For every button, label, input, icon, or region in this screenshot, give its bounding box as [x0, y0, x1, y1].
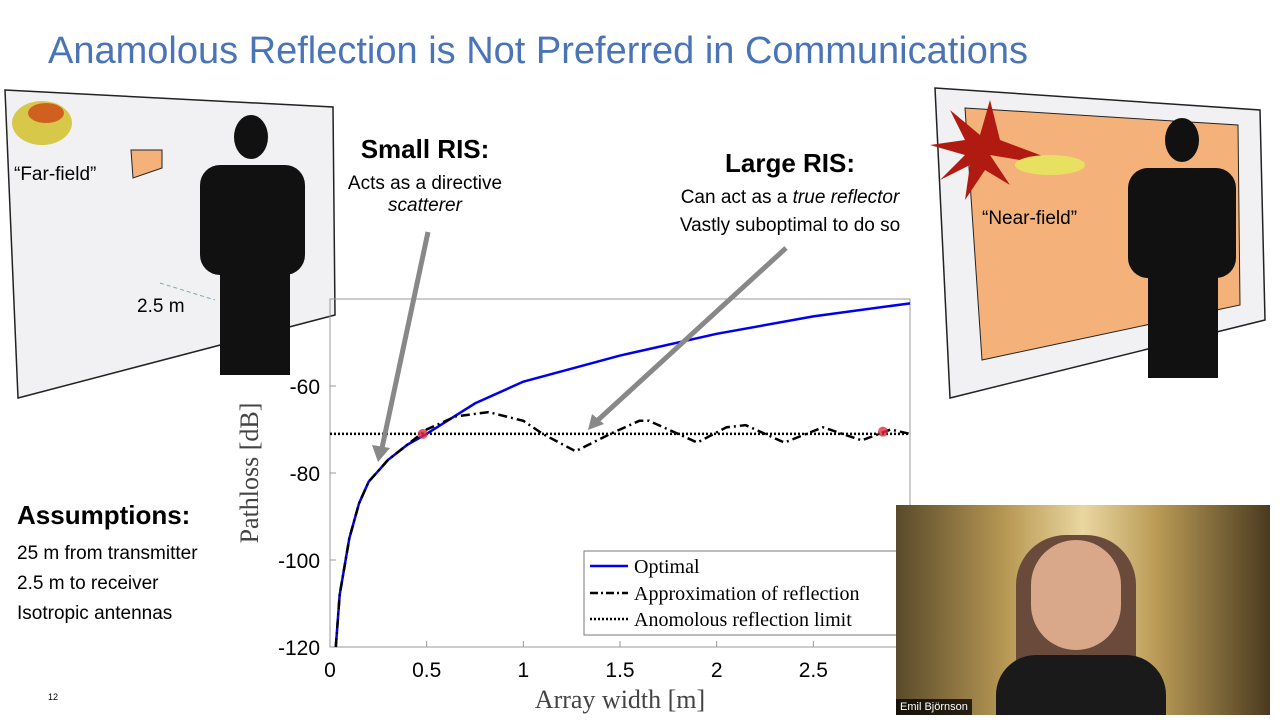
person-silhouette [1128, 118, 1236, 378]
beam-pattern-icon [930, 100, 1085, 200]
far-field-label: “Far-field” [14, 164, 97, 185]
x-tick-label: 1 [517, 659, 529, 682]
y-axis-label: Pathloss [dB] [235, 403, 264, 544]
x-tick-label: 1.5 [605, 659, 634, 682]
x-tick-label: 0.5 [412, 659, 441, 682]
webcam-video: Emil Björnson [896, 505, 1270, 715]
person-silhouette [200, 115, 305, 375]
near-field-illustration [930, 87, 1266, 399]
arrows [372, 231, 788, 462]
legend-approximation: Approximation of reflection [634, 583, 860, 605]
near-field-label: “Near-field” [982, 208, 1078, 229]
assumption-item: 25 m from transmitter [17, 543, 198, 564]
large-ris-line2: Vastly suboptimal to do so [679, 215, 901, 236]
legend: Optimal Approximation of reflection Anom… [583, 550, 905, 636]
series-approximation-of-reflection [334, 410, 911, 648]
x-tick-label: 2.5 [799, 659, 828, 682]
large-ris-line1: Can act as a [680, 187, 793, 208]
slide-title: Anamolous Reflection is Not Preferred in… [48, 30, 1028, 72]
assumptions-heading: Assumptions: [17, 500, 191, 530]
large-ris-emphasis: true reflector [792, 187, 900, 208]
small-ris-line2: scatterer [388, 195, 462, 216]
legend-optimal: Optimal [634, 556, 700, 578]
small-ris-heading: Small RIS: [360, 134, 490, 164]
distance-label: 2.5 m [137, 296, 185, 317]
intersection-marker [417, 428, 428, 439]
page-number: 12 [48, 692, 59, 702]
large-ris-heading: Large RIS: [724, 148, 856, 178]
assumption-item: 2.5 m to receiver [17, 573, 159, 594]
y-tick-label: -60 [290, 376, 320, 399]
intersection-marker [877, 426, 888, 437]
far-field-illustration [4, 89, 336, 399]
y-tick-label: -100 [278, 550, 320, 573]
webcam-name-label: Emil Björnson [896, 699, 972, 715]
small-ris-line1: Acts as a directive [347, 173, 503, 194]
small-ris-icon [130, 149, 163, 179]
y-tick-label: -120 [278, 637, 320, 660]
y-tick-label: -80 [290, 463, 320, 486]
x-tick-label: 0 [324, 659, 336, 682]
assumption-item: Isotropic antennas [17, 603, 173, 624]
x-axis-label: Array width [m] [535, 685, 705, 714]
x-tick-label: 2 [711, 659, 723, 682]
legend-limit: Anomolous reflection limit [634, 609, 852, 631]
